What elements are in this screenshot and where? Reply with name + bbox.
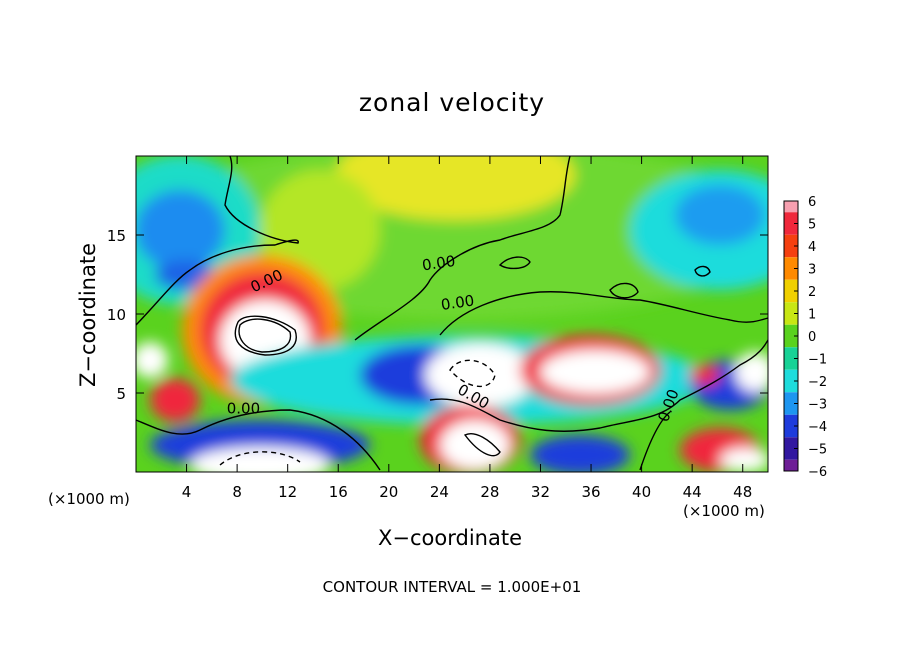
colorbar-swatch xyxy=(784,257,798,280)
colorbar-swatch xyxy=(784,212,798,235)
x-tick-label: 32 xyxy=(531,483,550,501)
x-tick-label: 24 xyxy=(430,483,449,501)
colorbar-label: 4 xyxy=(808,240,816,255)
colorbar-label: −6 xyxy=(808,465,827,480)
x-unit-label-right: (×1000 m) xyxy=(683,502,765,520)
contour-zero-upper xyxy=(136,156,299,326)
colorbar-swatch xyxy=(784,369,798,393)
field-blob-white-bottom2 xyxy=(440,420,510,470)
contour-lines xyxy=(136,156,768,471)
chart-title: zonal velocity xyxy=(358,88,546,117)
contour-zero-right xyxy=(639,411,671,471)
field-blob-white-right xyxy=(735,352,768,392)
x-tick-label: 40 xyxy=(632,483,651,501)
x-tick-label: 4 xyxy=(182,483,192,501)
contour-zero-core-outline xyxy=(234,315,297,356)
contour-label: 0.00 xyxy=(227,400,260,418)
colorbar: 6 5 4 3 2 1 0 −1 −2 −3 −4 −5 −6 xyxy=(783,195,827,480)
contour-zero-mid2 xyxy=(439,291,768,336)
colorbar-swatch xyxy=(784,201,798,213)
field-blob-blue-left xyxy=(136,190,225,270)
x-tick-label: 8 xyxy=(232,483,242,501)
x-tick-label: 16 xyxy=(329,483,348,501)
x-tick-label: 20 xyxy=(379,483,398,501)
x-tick-label: 48 xyxy=(733,483,752,501)
velocity-field xyxy=(136,156,768,472)
colorbar-label: 3 xyxy=(808,263,816,278)
y-tick-label: 5 xyxy=(116,385,126,403)
contour-zero-lower2 xyxy=(429,339,768,432)
x-tick-label: 44 xyxy=(683,483,702,501)
colorbar-label: −1 xyxy=(808,353,827,368)
colorbar-swatch xyxy=(784,302,798,325)
colorbar-label: 6 xyxy=(808,195,816,210)
colorbar-swatch xyxy=(784,392,798,415)
field-blob-white-bottom-right xyxy=(720,448,768,472)
colorbar-label: −4 xyxy=(808,420,827,435)
contour-zero-mid xyxy=(354,156,571,341)
contour-label: 0.00 xyxy=(421,252,457,274)
field-blob-blue-left2 xyxy=(155,260,215,290)
x-tick-label: 12 xyxy=(278,483,297,501)
y-tick-label: 15 xyxy=(107,227,126,245)
colorbar-swatch xyxy=(784,459,798,471)
colorbar-swatch xyxy=(784,437,798,460)
x-axis-label: X−coordinate xyxy=(378,526,522,550)
colorbar-label: −5 xyxy=(808,443,827,458)
colorbar-swatch xyxy=(784,324,798,348)
contour-interval-note: CONTOUR INTERVAL = 1.000E+01 xyxy=(322,578,582,596)
colorbar-label: −3 xyxy=(808,398,827,413)
colorbar-label: 1 xyxy=(808,308,816,323)
field-blob-white-mid xyxy=(425,343,535,407)
field-blob-white-mid2 xyxy=(540,350,650,394)
colorbar-swatch xyxy=(784,279,798,303)
colorbar-label: 5 xyxy=(808,218,816,233)
x-tick-label: 28 xyxy=(480,483,499,501)
field-blob-blue-right xyxy=(675,185,765,245)
x-unit-label-left: (×1000 m) xyxy=(48,490,130,508)
colorbar-swatch xyxy=(784,234,798,258)
contour-zero-small1 xyxy=(498,256,531,270)
colorbar-swatch xyxy=(784,414,798,438)
contour-zero-small3 xyxy=(609,282,639,299)
field-blob-red-right xyxy=(690,365,720,385)
field-blob-blue-bottom2 xyxy=(530,435,630,472)
field-blob-yellow-top xyxy=(335,156,575,220)
field-blob-red-left xyxy=(150,378,200,422)
field-blob-white-bottom xyxy=(190,447,330,472)
colorbar-swatch xyxy=(784,347,798,370)
colorbar-label: 0 xyxy=(808,330,816,345)
colorbar-label: −2 xyxy=(808,375,827,390)
x-tick-label: 36 xyxy=(581,483,600,501)
contour-positive-bottom xyxy=(463,433,501,457)
colorbar-label: 2 xyxy=(808,285,816,300)
contour-label: 0.00 xyxy=(440,291,476,313)
contour-positive-core xyxy=(238,318,292,353)
field-blob-white-left xyxy=(136,342,168,378)
contour-zero-small2 xyxy=(694,265,711,277)
y-tick-label: 10 xyxy=(107,306,126,324)
contour-zero-lower xyxy=(136,409,381,471)
